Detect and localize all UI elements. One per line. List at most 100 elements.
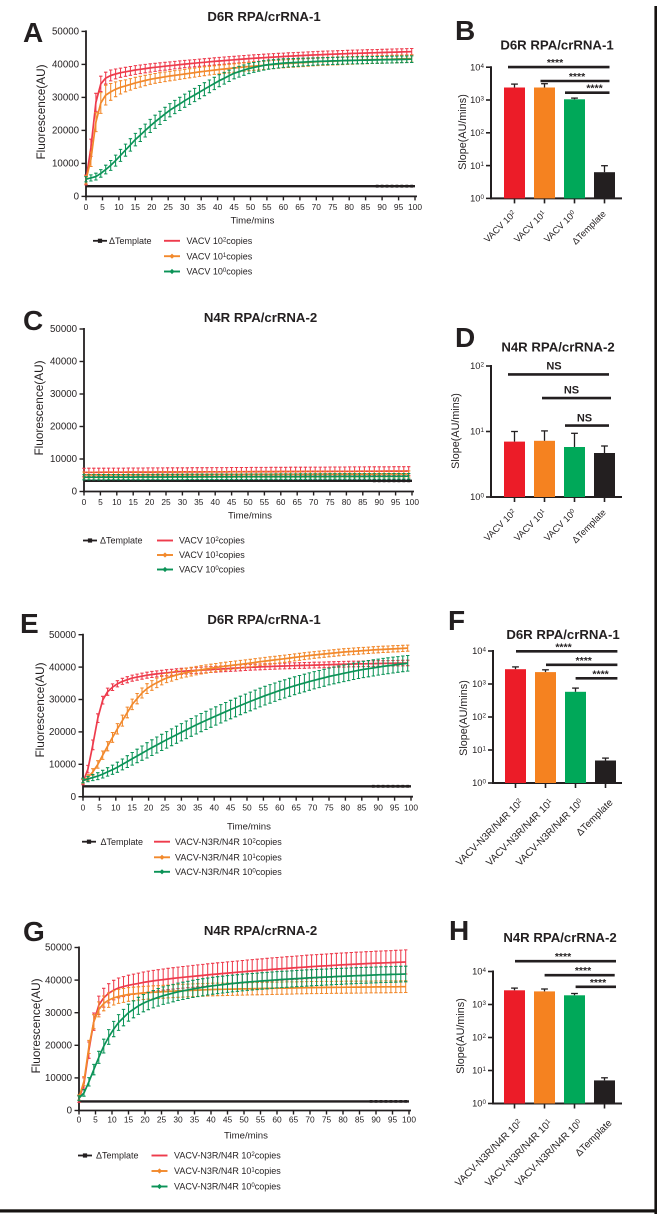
svg-text:40000: 40000 <box>50 357 78 368</box>
svg-text:ΔTemplate: ΔTemplate <box>109 236 152 246</box>
svg-text:N4R RPA/crRNA-2: N4R RPA/crRNA-2 <box>503 930 616 945</box>
svg-text:104: 104 <box>472 967 486 977</box>
svg-text:40: 40 <box>213 202 223 212</box>
svg-text:20000: 20000 <box>50 422 78 433</box>
svg-text:****: **** <box>547 57 564 69</box>
svg-text:101: 101 <box>472 745 486 755</box>
svg-text:101: 101 <box>472 1066 486 1076</box>
svg-text:20: 20 <box>140 1115 150 1125</box>
svg-text:****: **** <box>590 977 607 989</box>
svg-text:85: 85 <box>361 202 371 212</box>
svg-text:90: 90 <box>375 497 385 507</box>
svg-text:85: 85 <box>358 497 368 507</box>
svg-text:100: 100 <box>404 803 418 813</box>
svg-text:0: 0 <box>72 487 78 498</box>
svg-text:45: 45 <box>223 1115 233 1125</box>
svg-text:Time/mins: Time/mins <box>224 1131 268 1142</box>
svg-text:5: 5 <box>98 497 103 507</box>
svg-text:102: 102 <box>472 712 486 722</box>
svg-text:103: 103 <box>472 1000 486 1010</box>
svg-text:VACV 101copies: VACV 101copies <box>187 251 253 261</box>
svg-text:103: 103 <box>472 679 486 689</box>
svg-text:70: 70 <box>308 803 318 813</box>
svg-text:90: 90 <box>374 803 384 813</box>
svg-text:****: **** <box>555 951 572 963</box>
svg-text:20000: 20000 <box>49 727 77 738</box>
svg-text:10000: 10000 <box>49 760 77 771</box>
svg-text:60: 60 <box>279 202 289 212</box>
svg-text:101: 101 <box>470 161 484 171</box>
svg-text:60: 60 <box>272 1115 282 1125</box>
svg-text:15: 15 <box>128 803 138 813</box>
svg-text:Fluorescence(AU): Fluorescence(AU) <box>33 662 47 757</box>
svg-text:30000: 30000 <box>49 695 77 706</box>
svg-text:D: D <box>455 322 475 353</box>
svg-text:80: 80 <box>345 202 355 212</box>
svg-text:F: F <box>448 605 465 636</box>
svg-text:20: 20 <box>145 497 155 507</box>
svg-text:95: 95 <box>390 803 400 813</box>
svg-text:0: 0 <box>74 192 80 203</box>
svg-text:60: 60 <box>275 803 285 813</box>
svg-text:80: 80 <box>338 1115 348 1125</box>
svg-text:55: 55 <box>256 1115 266 1125</box>
svg-text:30000: 30000 <box>50 389 78 400</box>
svg-text:E: E <box>20 608 39 639</box>
svg-text:Time/mins: Time/mins <box>231 216 275 227</box>
svg-text:85: 85 <box>357 803 367 813</box>
svg-text:50000: 50000 <box>49 630 77 641</box>
svg-text:15: 15 <box>124 1115 134 1125</box>
svg-text:50: 50 <box>243 497 253 507</box>
svg-text:VACV-N3R/N4R 101copies: VACV-N3R/N4R 101copies <box>174 1166 281 1176</box>
svg-text:75: 75 <box>328 202 338 212</box>
svg-text:20000: 20000 <box>52 126 80 137</box>
svg-text:50000: 50000 <box>52 27 80 38</box>
svg-text:35: 35 <box>194 497 204 507</box>
svg-text:15: 15 <box>131 202 141 212</box>
svg-text:D6R RPA/crRNA-1: D6R RPA/crRNA-1 <box>500 38 613 53</box>
svg-text:50000: 50000 <box>45 943 73 954</box>
svg-text:100: 100 <box>405 497 419 507</box>
svg-text:10000: 10000 <box>52 159 80 170</box>
svg-text:Time/mins: Time/mins <box>227 822 271 833</box>
svg-text:0: 0 <box>84 202 89 212</box>
svg-text:Fluorescence(AU): Fluorescence(AU) <box>34 64 48 159</box>
svg-text:55: 55 <box>262 202 272 212</box>
svg-text:C: C <box>23 305 43 336</box>
svg-text:D6R RPA/crRNA-1: D6R RPA/crRNA-1 <box>506 627 619 642</box>
svg-text:VACV-N3R/N4R 102copies: VACV-N3R/N4R 102copies <box>175 837 282 847</box>
svg-text:104: 104 <box>470 62 484 72</box>
svg-text:5: 5 <box>97 803 102 813</box>
svg-text:VACV-N3R/N4R 101copies: VACV-N3R/N4R 101copies <box>175 853 282 863</box>
svg-text:G: G <box>23 916 45 947</box>
svg-text:VACV 100copies: VACV 100copies <box>179 565 245 575</box>
svg-text:45: 45 <box>227 497 237 507</box>
svg-text:VACV-N3R/N4R 100copies: VACV-N3R/N4R 100copies <box>174 1182 281 1192</box>
svg-text:15: 15 <box>129 497 139 507</box>
svg-text:Time/mins: Time/mins <box>228 511 272 522</box>
svg-text:25: 25 <box>164 202 174 212</box>
svg-text:65: 65 <box>292 803 302 813</box>
svg-text:****: **** <box>592 668 609 680</box>
svg-text:25: 25 <box>160 803 170 813</box>
svg-text:70: 70 <box>309 497 319 507</box>
svg-text:VACV 100copies: VACV 100copies <box>187 267 253 277</box>
svg-text:20: 20 <box>147 202 157 212</box>
svg-text:102: 102 <box>470 128 484 138</box>
svg-text:50: 50 <box>239 1115 249 1125</box>
svg-text:65: 65 <box>293 497 303 507</box>
svg-text:100: 100 <box>470 194 484 204</box>
svg-text:NS: NS <box>546 361 561 373</box>
svg-text:0: 0 <box>67 1106 73 1117</box>
svg-text:40: 40 <box>206 1115 216 1125</box>
svg-text:50000: 50000 <box>50 324 78 335</box>
svg-text:101: 101 <box>470 427 484 437</box>
svg-text:30000: 30000 <box>52 93 80 104</box>
svg-text:40: 40 <box>211 497 221 507</box>
svg-text:Slope(AU/mins): Slope(AU/mins) <box>457 94 469 170</box>
svg-text:103: 103 <box>470 95 484 105</box>
svg-text:0: 0 <box>77 1115 82 1125</box>
svg-text:ΔTemplate: ΔTemplate <box>570 209 608 247</box>
svg-text:VACV-N3R/N4R 102copies: VACV-N3R/N4R 102copies <box>174 1151 281 1161</box>
svg-text:ΔTemplate: ΔTemplate <box>100 536 143 546</box>
